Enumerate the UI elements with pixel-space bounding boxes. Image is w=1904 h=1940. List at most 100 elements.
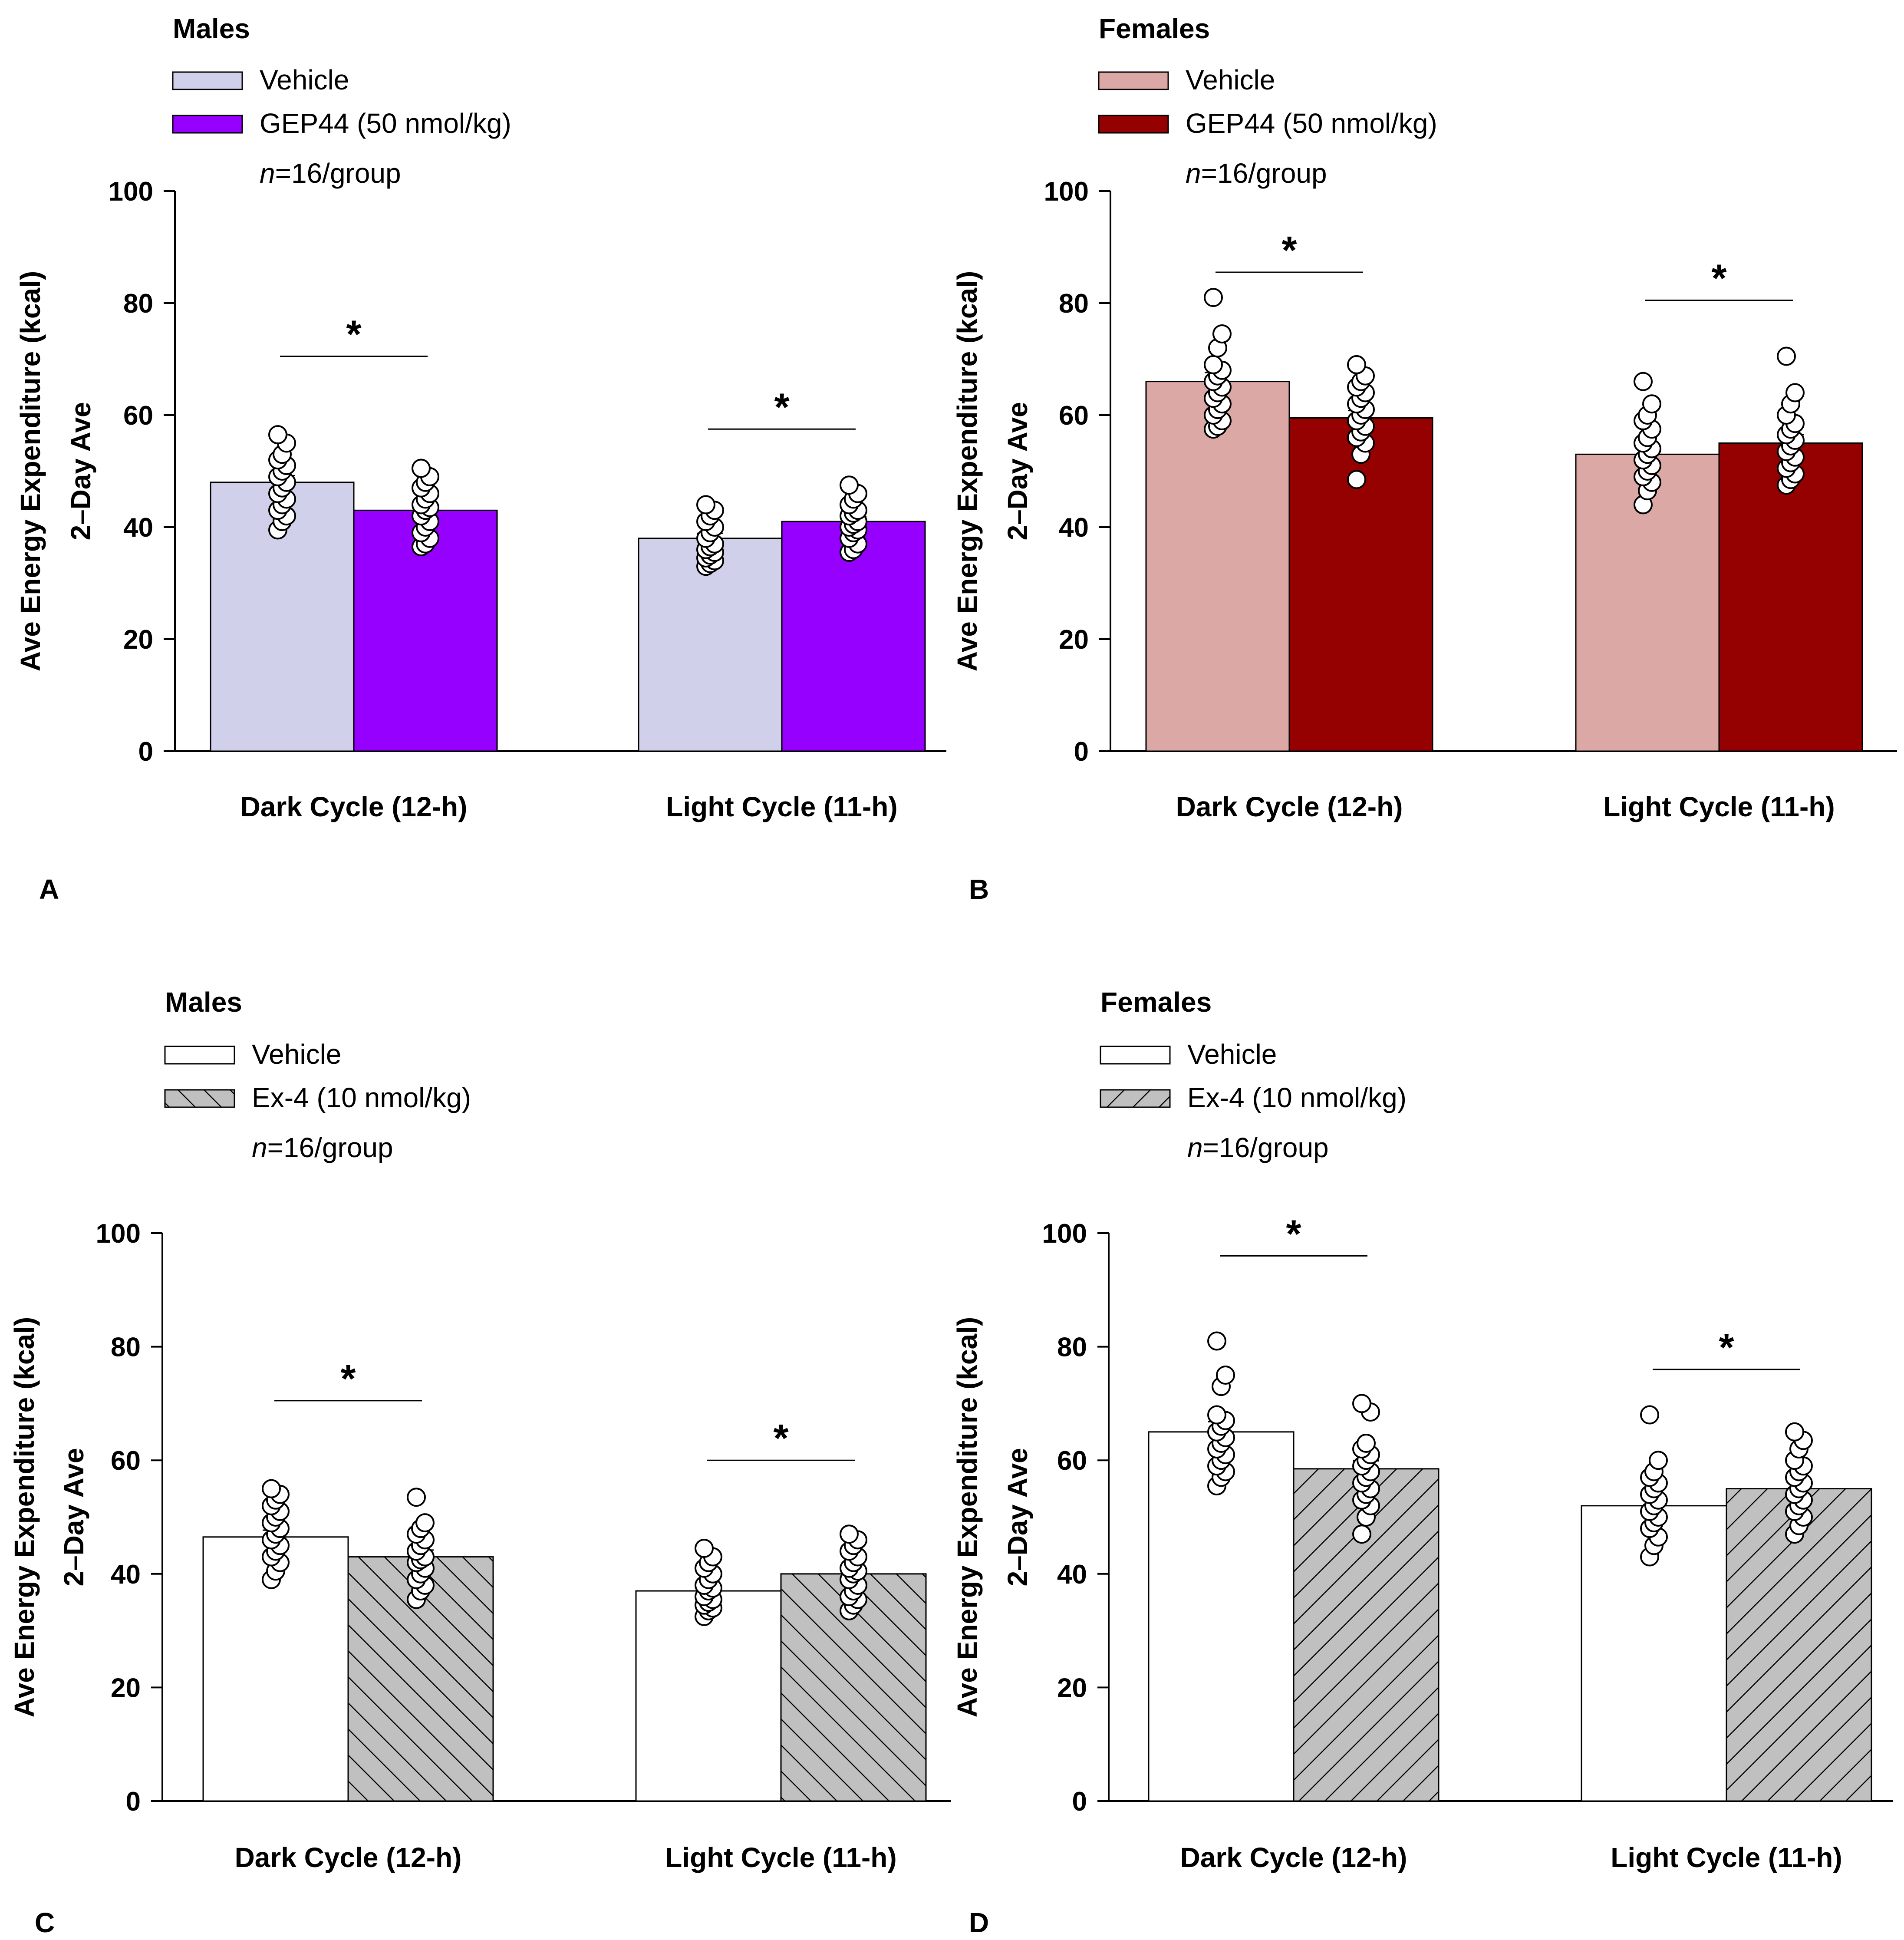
y-tick-label: 40 bbox=[111, 1560, 141, 1590]
data-point bbox=[1352, 1524, 1371, 1544]
y-tick-label: 100 bbox=[1044, 177, 1089, 207]
x-category-label: Dark Cycle (12-h) bbox=[1180, 1842, 1407, 1873]
y-tick-label: 60 bbox=[1059, 401, 1089, 431]
panel-title: Females bbox=[1099, 13, 1210, 44]
y-axis-label: Ave Energy Expenditure (kcal) bbox=[952, 1317, 983, 1717]
data-point bbox=[695, 1538, 714, 1558]
y-axis-label-2: 2–Day Ave bbox=[65, 402, 96, 540]
data-point bbox=[1640, 1405, 1659, 1425]
panel-label: C bbox=[35, 1907, 55, 1938]
x-category-label: Dark Cycle (12-h) bbox=[1176, 791, 1403, 822]
data-point bbox=[1216, 1366, 1235, 1385]
y-axis-label-2: 2–Day Ave bbox=[58, 1448, 89, 1586]
x-category-label: Light Cycle (11-h) bbox=[665, 1842, 896, 1873]
sample-size-note: n=16/group bbox=[1186, 158, 1327, 189]
y-tick-label: 20 bbox=[123, 625, 153, 655]
sample-size-n: n bbox=[260, 158, 275, 189]
sample-size-n: n bbox=[252, 1132, 267, 1163]
legend-swatch-1 bbox=[1100, 1046, 1171, 1065]
data-point bbox=[1347, 470, 1366, 489]
sample-size-note: n=16/group bbox=[260, 158, 401, 189]
data-point bbox=[1642, 394, 1661, 414]
legend-label-2: GEP44 (50 nmol/kg) bbox=[260, 108, 511, 139]
legend-label-1: Vehicle bbox=[252, 1039, 341, 1070]
x-category-label: Light Cycle (11-h) bbox=[1603, 791, 1835, 822]
legend-swatch-2 bbox=[164, 1089, 235, 1108]
sample-size-n: n bbox=[1187, 1132, 1203, 1163]
sample-size-note: n=16/group bbox=[1187, 1132, 1329, 1163]
data-point bbox=[1207, 1331, 1226, 1351]
y-axis-label: Ave Energy Expenditure (kcal) bbox=[9, 1317, 40, 1717]
x-category-label: Light Cycle (11-h) bbox=[666, 791, 897, 822]
y-tick-label: 20 bbox=[111, 1673, 141, 1703]
sample-size-rest: =16/group bbox=[267, 1132, 393, 1163]
y-tick-label: 0 bbox=[138, 737, 153, 767]
significance-star: * bbox=[1711, 257, 1726, 300]
y-axis-label: Ave Energy Expenditure (kcal) bbox=[952, 271, 983, 671]
data-point bbox=[1207, 1405, 1226, 1425]
significance-star: * bbox=[340, 1357, 356, 1401]
legend-label-2: Ex-4 (10 nmol/kg) bbox=[252, 1082, 471, 1113]
y-axis-label-2: 2–Day Ave bbox=[1002, 1448, 1033, 1586]
panel-title: Females bbox=[1100, 986, 1212, 1018]
y-tick-label: 40 bbox=[1059, 513, 1089, 543]
legend-swatch-2 bbox=[1100, 1089, 1171, 1108]
legend-label-2: GEP44 (50 nmol/kg) bbox=[1186, 108, 1437, 139]
data-point bbox=[1212, 324, 1232, 343]
data-point bbox=[1649, 1451, 1668, 1470]
data-point bbox=[1204, 355, 1223, 374]
significance-star: * bbox=[1281, 229, 1297, 272]
x-category-label: Dark Cycle (12-h) bbox=[235, 1842, 462, 1873]
y-tick-label: 60 bbox=[111, 1446, 141, 1476]
panel-a: Males Vehicle GEP44 (50 nmol/kg) n=16/group… bbox=[15, 13, 946, 905]
y-tick-label: 20 bbox=[1059, 625, 1089, 655]
data-point bbox=[1785, 383, 1805, 403]
y-tick-label: 80 bbox=[1057, 1333, 1087, 1363]
data-point bbox=[268, 425, 287, 445]
data-point bbox=[1352, 1394, 1371, 1413]
legend-swatch-2 bbox=[172, 115, 243, 134]
y-tick-label: 60 bbox=[123, 401, 153, 431]
panel-label: D bbox=[969, 1907, 989, 1938]
sample-size-rest: =16/group bbox=[275, 158, 401, 189]
legend-swatch-1 bbox=[164, 1046, 235, 1065]
y-tick-label: 60 bbox=[1057, 1446, 1087, 1476]
data-point bbox=[840, 1524, 859, 1544]
x-category-label: Dark Cycle (12-h) bbox=[240, 791, 468, 822]
significance-star: * bbox=[773, 1417, 788, 1460]
bar bbox=[1288, 417, 1433, 752]
data-point bbox=[1347, 355, 1366, 374]
data-point bbox=[1634, 372, 1653, 391]
legend-swatch-1 bbox=[1098, 71, 1169, 90]
panel-title: Males bbox=[173, 13, 250, 44]
data-point bbox=[840, 475, 859, 495]
panel-d: Females Vehicle Ex-4 (10 nmol/kg) n=16/grou… bbox=[952, 986, 1893, 1938]
data-point bbox=[412, 459, 431, 478]
y-axis-label-2: 2–Day Ave bbox=[1002, 402, 1033, 540]
panel-c: Males Vehicle Ex-4 (10 nmol/kg) n=16/group 0… bbox=[9, 986, 951, 1938]
y-tick-label: 0 bbox=[1072, 1787, 1087, 1817]
data-point bbox=[407, 1488, 426, 1507]
data-point bbox=[696, 495, 715, 515]
y-axis-label: Ave Energy Expenditure (kcal) bbox=[15, 271, 46, 671]
panel-label: A bbox=[39, 874, 59, 905]
data-point bbox=[1204, 288, 1223, 307]
significance-star: * bbox=[346, 313, 361, 356]
legend-label-2: Ex-4 (10 nmol/kg) bbox=[1187, 1082, 1407, 1113]
sample-size-n: n bbox=[1186, 158, 1201, 189]
y-tick-label: 20 bbox=[1057, 1673, 1087, 1703]
sample-size-note: n=16/group bbox=[252, 1132, 393, 1163]
sample-size-rest: =16/group bbox=[1201, 158, 1327, 189]
legend-label-1: Vehicle bbox=[1187, 1039, 1277, 1070]
data-point bbox=[1785, 1422, 1804, 1442]
y-tick-label: 0 bbox=[1074, 737, 1089, 767]
legend-swatch-1 bbox=[172, 71, 243, 90]
y-tick-label: 0 bbox=[126, 1787, 141, 1817]
y-tick-label: 80 bbox=[123, 289, 153, 319]
y-tick-label: 100 bbox=[1042, 1219, 1087, 1249]
bar bbox=[1718, 442, 1863, 752]
y-tick-label: 40 bbox=[1057, 1560, 1087, 1590]
significance-star: * bbox=[1286, 1212, 1301, 1256]
y-tick-label: 80 bbox=[1059, 289, 1089, 319]
